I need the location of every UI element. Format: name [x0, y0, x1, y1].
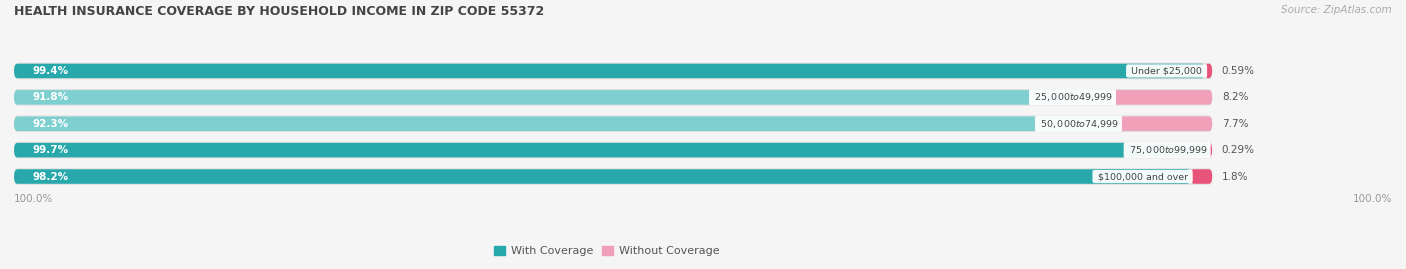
FancyBboxPatch shape: [14, 89, 1212, 106]
Text: 7.7%: 7.7%: [1222, 119, 1249, 129]
Text: Under $25,000: Under $25,000: [1128, 66, 1205, 76]
FancyBboxPatch shape: [14, 90, 1114, 105]
FancyBboxPatch shape: [14, 64, 1205, 78]
FancyBboxPatch shape: [14, 63, 1212, 79]
FancyBboxPatch shape: [1205, 64, 1212, 78]
Text: 0.59%: 0.59%: [1222, 66, 1254, 76]
FancyBboxPatch shape: [1191, 169, 1212, 184]
Text: 8.2%: 8.2%: [1222, 92, 1249, 102]
Text: 100.0%: 100.0%: [14, 194, 53, 204]
Text: $25,000 to $49,999: $25,000 to $49,999: [1031, 91, 1114, 103]
Text: 99.4%: 99.4%: [32, 66, 67, 76]
FancyBboxPatch shape: [14, 169, 1191, 184]
Text: 91.8%: 91.8%: [32, 92, 67, 102]
Text: 92.3%: 92.3%: [32, 119, 67, 129]
Text: $75,000 to $99,999: $75,000 to $99,999: [1126, 144, 1209, 156]
FancyBboxPatch shape: [14, 143, 1209, 157]
FancyBboxPatch shape: [14, 142, 1212, 158]
FancyBboxPatch shape: [1121, 116, 1212, 131]
Text: Source: ZipAtlas.com: Source: ZipAtlas.com: [1281, 5, 1392, 15]
Text: $50,000 to $74,999: $50,000 to $74,999: [1038, 118, 1121, 130]
Text: 0.29%: 0.29%: [1222, 145, 1254, 155]
FancyBboxPatch shape: [14, 116, 1121, 131]
Text: 1.8%: 1.8%: [1222, 172, 1249, 182]
FancyBboxPatch shape: [14, 168, 1212, 185]
FancyBboxPatch shape: [1114, 90, 1212, 105]
Text: 98.2%: 98.2%: [32, 172, 67, 182]
Text: 99.7%: 99.7%: [32, 145, 67, 155]
Text: $100,000 and over: $100,000 and over: [1094, 172, 1191, 181]
FancyBboxPatch shape: [14, 115, 1212, 132]
FancyBboxPatch shape: [1209, 143, 1212, 157]
Legend: With Coverage, Without Coverage: With Coverage, Without Coverage: [489, 242, 724, 261]
Text: 100.0%: 100.0%: [1353, 194, 1392, 204]
Text: HEALTH INSURANCE COVERAGE BY HOUSEHOLD INCOME IN ZIP CODE 55372: HEALTH INSURANCE COVERAGE BY HOUSEHOLD I…: [14, 5, 544, 18]
